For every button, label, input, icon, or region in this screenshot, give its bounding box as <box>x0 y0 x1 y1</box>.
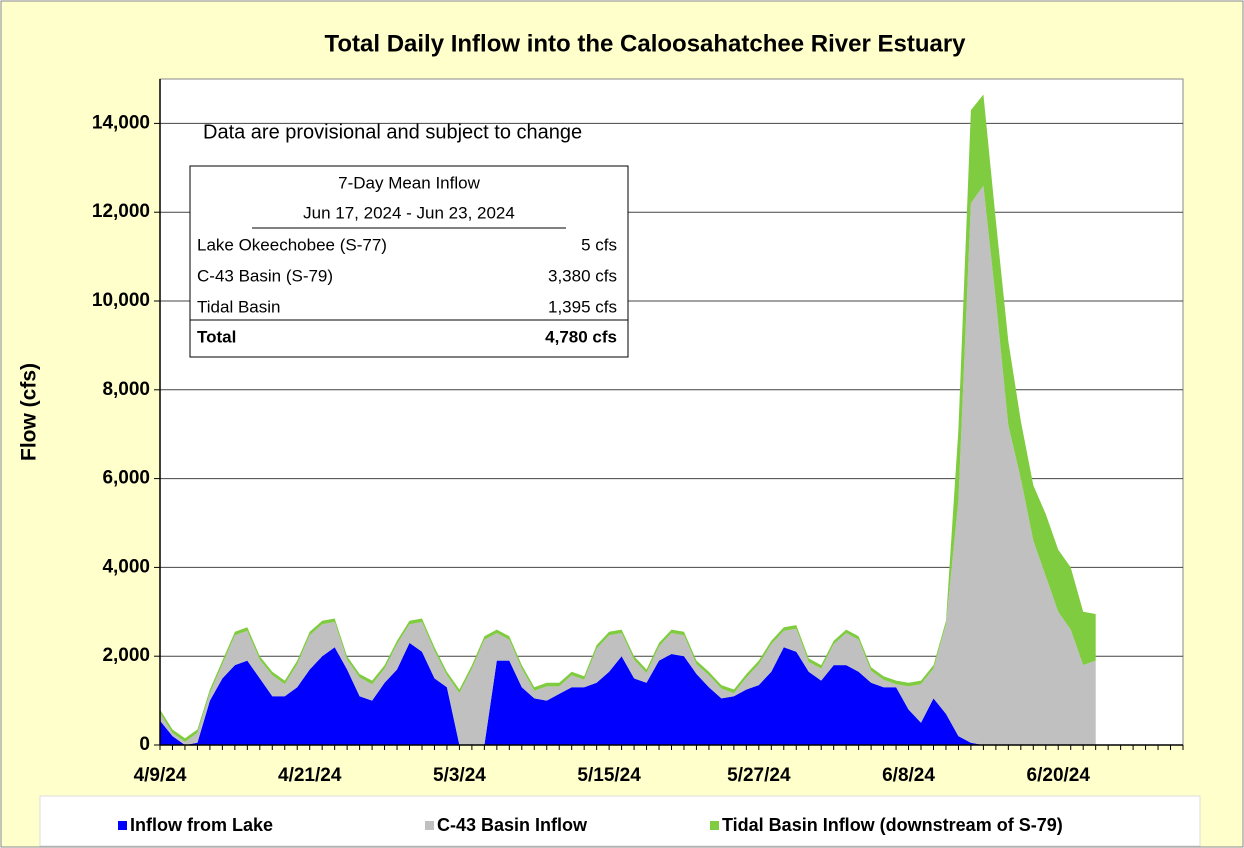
inset-period: Jun 17, 2024 - Jun 23, 2024 <box>303 203 515 222</box>
x-tick-label: 5/15/24 <box>577 765 641 786</box>
legend-swatch <box>118 821 127 830</box>
y-tick-label: 2,000 <box>102 645 150 666</box>
legend-swatch <box>425 821 434 830</box>
inset-box <box>189 165 629 358</box>
inset-row-label: Tidal Basin <box>197 297 280 316</box>
area-0 <box>160 642 1096 745</box>
x-tick-label: 4/21/24 <box>278 765 342 786</box>
areas <box>160 94 1096 746</box>
inset-row-label: Lake Okeechobee (S-77) <box>197 235 387 254</box>
inset-row-label: C-43 Basin (S-79) <box>197 266 333 285</box>
legend-label: Tidal Basin Inflow (downstream of S-79) <box>722 815 1063 835</box>
inset-row-value: 5 cfs <box>581 235 617 254</box>
x-tick-label: 5/27/24 <box>727 765 791 786</box>
axes: 0 2,000 4,000 6,000 8,000 10,000 12,000 14,000 4… <box>92 79 1184 786</box>
x-tick-label: 6/8/24 <box>882 765 935 786</box>
legend-items: Inflow from Lake C-43 Basin Inflow Tidal B… <box>118 815 1063 835</box>
legend-label: Inflow from Lake <box>130 815 273 835</box>
x-tick-label: 5/3/24 <box>433 765 486 786</box>
x-tick-label: 6/20/24 <box>1027 765 1091 786</box>
area-1 <box>160 185 1096 746</box>
x-tick-label: 4/9/24 <box>134 765 187 786</box>
y-tick-label: 4,000 <box>102 556 150 577</box>
y-tick-label: 0 <box>139 734 150 755</box>
y-tick-label: 8,000 <box>102 379 150 400</box>
y-tick-label: 10,000 <box>92 290 150 311</box>
inset-table: 7-Day Mean Inflow Jun 17, 2024 - Jun 23,… <box>189 165 629 358</box>
y-axis-label: Flow (cfs) <box>18 363 41 461</box>
legend-label: C-43 Basin Inflow <box>437 815 588 835</box>
inset-title: 7-Day Mean Inflow <box>338 173 480 192</box>
inset-total-value: 4,780 cfs <box>545 327 617 346</box>
inset-total-label: Total <box>197 327 236 346</box>
legend <box>39 795 1201 847</box>
chart-title: Total Daily Inflow into the Caloosahatch… <box>324 30 966 57</box>
y-tick-label: 14,000 <box>92 112 150 133</box>
inset-row-value: 3,380 cfs <box>548 266 617 285</box>
inset-row-value: 1,395 cfs <box>548 297 617 316</box>
annotation: Data are provisional and subject to chan… <box>203 121 582 143</box>
y-tick-label: 6,000 <box>102 468 150 489</box>
y-tick-label: 12,000 <box>92 201 150 222</box>
legend-swatch <box>710 821 719 830</box>
